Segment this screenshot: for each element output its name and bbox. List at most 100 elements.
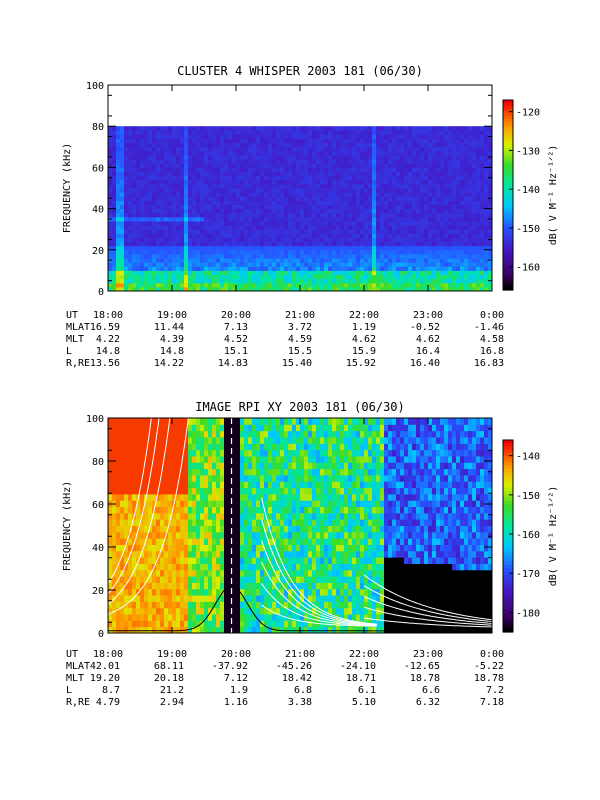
spectrogram-cell xyxy=(220,455,225,463)
spectrogram-cell xyxy=(356,159,361,164)
spectrogram-cell xyxy=(264,196,269,201)
spectrogram-cell xyxy=(132,258,137,263)
spectrogram-cell xyxy=(352,126,357,131)
colorbar-1-swatch xyxy=(503,109,513,114)
spectrogram-cell xyxy=(276,274,281,280)
spectrogram-cell xyxy=(200,126,205,131)
spectrogram-cell xyxy=(448,262,453,267)
spectrogram-cell xyxy=(340,192,345,197)
spectrogram-cell xyxy=(336,241,341,247)
spectrogram-cell xyxy=(476,270,481,276)
spectrogram-cell xyxy=(356,245,361,251)
spectrogram-cell xyxy=(152,626,157,633)
spectrogram-cell xyxy=(172,220,177,226)
y-axis-1-tick-label: 40 xyxy=(92,205,104,216)
colorbar-1-swatch xyxy=(503,172,513,177)
spectrogram-cell xyxy=(488,208,492,214)
spectrogram-cell xyxy=(108,204,113,210)
ephemeris-1-cell: 16.59 xyxy=(90,322,120,333)
spectrogram-cell xyxy=(328,142,333,148)
spectrogram-cell xyxy=(212,163,217,168)
spectrogram-cell xyxy=(120,582,125,590)
spectrogram-cell xyxy=(244,286,249,291)
spectrogram-cell xyxy=(224,138,229,144)
spectrogram-cell xyxy=(160,216,165,222)
spectrogram-cell xyxy=(360,225,365,230)
ephemeris-table-1: UT 18:00 19:00 20:00 21:00 22:00 23:00 0:00MLAT… xyxy=(66,310,504,369)
spectrogram-cell xyxy=(148,200,153,205)
spectrogram-cell xyxy=(308,163,313,168)
spectrogram-cell xyxy=(480,155,485,160)
spectrogram-cell xyxy=(172,270,177,276)
spectrogram-cell xyxy=(224,220,229,226)
spectrogram-cell xyxy=(148,220,153,226)
spectrogram-cell xyxy=(328,126,333,131)
spectrogram-cell xyxy=(400,188,405,193)
spectrogram-cell xyxy=(128,443,133,451)
spectrogram-cell xyxy=(164,569,169,577)
spectrogram-cell xyxy=(108,487,113,495)
ephemeris-1-cell: 1.19 xyxy=(352,322,376,333)
spectrogram-cell xyxy=(276,262,281,267)
spectrogram-cell xyxy=(224,208,229,214)
spectrogram-cell xyxy=(152,212,157,218)
spectrogram-cell xyxy=(380,286,385,291)
spectrogram-cell xyxy=(184,192,189,197)
spectrogram-cell xyxy=(424,262,429,267)
spectrogram-cell xyxy=(212,175,217,181)
spectrogram-cell xyxy=(284,150,289,156)
spectrogram-cell xyxy=(172,557,177,564)
spectrogram-cell xyxy=(212,274,217,280)
spectrogram-cell xyxy=(156,163,161,168)
y-axis-label-1: FREQUENCY (kHz) xyxy=(62,143,73,233)
spectrogram-cell xyxy=(136,237,141,243)
spectrogram-cell xyxy=(260,241,265,247)
spectrogram-cell xyxy=(176,200,181,205)
spectrogram-cell xyxy=(136,126,141,131)
spectrogram-cell xyxy=(244,245,249,251)
spectrogram-cell xyxy=(412,171,417,177)
spectrogram-cell xyxy=(436,142,441,148)
spectrogram-cell xyxy=(120,474,125,482)
spectrogram-cell xyxy=(244,126,249,131)
spectrogram-cell xyxy=(232,262,237,267)
spectrogram-cell xyxy=(168,196,173,201)
colorbar-1-swatch xyxy=(503,112,513,117)
spectrogram-cell xyxy=(292,200,297,205)
spectrogram-cell xyxy=(276,278,281,284)
spectrogram-cell xyxy=(392,126,397,131)
spectrogram-cell xyxy=(372,262,377,267)
spectrogram-cell xyxy=(144,175,149,181)
spectrogram-cell xyxy=(180,167,185,173)
spectrogram-cell xyxy=(340,270,345,276)
spectrogram-cell xyxy=(404,155,409,160)
spectrogram-cell xyxy=(212,418,217,425)
spectrogram-cell xyxy=(116,262,121,267)
spectrogram-cell xyxy=(180,212,185,218)
spectrogram-cell xyxy=(156,225,161,230)
spectrogram-cell xyxy=(132,455,137,463)
spectrogram-cell xyxy=(160,130,165,135)
spectrogram-cell xyxy=(152,468,157,476)
spectrogram-cell xyxy=(144,241,149,247)
spectrogram-cell xyxy=(208,563,213,571)
spectrogram-cell xyxy=(384,167,389,173)
spectrogram-cell xyxy=(284,225,289,230)
spectrogram-cell xyxy=(208,544,213,552)
spectrogram-cell xyxy=(416,233,421,238)
spectrogram-cell xyxy=(468,204,473,210)
spectrogram-cell xyxy=(168,449,173,457)
spectrogram-cell xyxy=(376,241,381,247)
spectrogram-cell xyxy=(400,142,405,148)
spectrogram-cell xyxy=(372,237,377,243)
spectrogram-cell xyxy=(128,418,133,425)
spectrogram-cell xyxy=(164,563,169,571)
spectrogram-cell xyxy=(116,229,121,234)
spectrogram-cell xyxy=(312,220,317,226)
spectrogram-cell xyxy=(164,550,169,558)
spectrogram-cell xyxy=(120,150,125,156)
spectrogram-cell xyxy=(364,179,369,185)
spectrogram-cell xyxy=(108,544,113,552)
spectrogram-cell xyxy=(124,204,129,210)
spectrogram-cell xyxy=(264,208,269,214)
